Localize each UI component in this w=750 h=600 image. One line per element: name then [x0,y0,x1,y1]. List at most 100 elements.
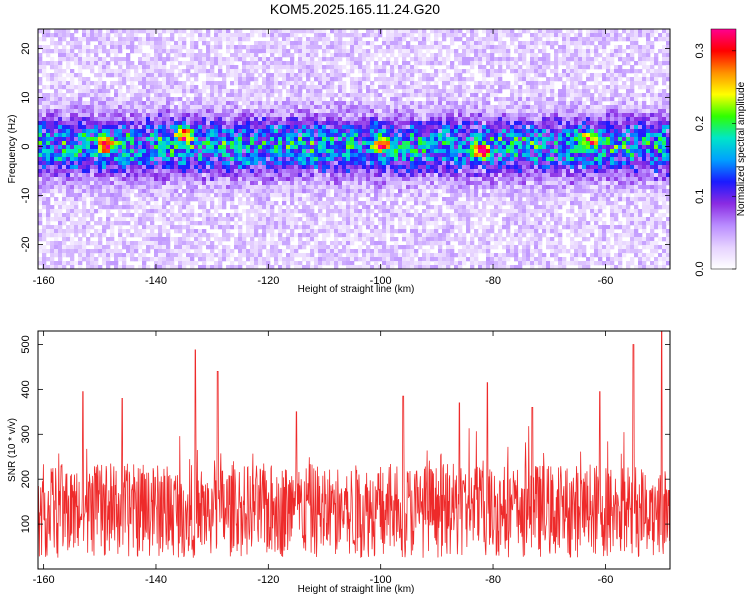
heatmap-cell [586,77,591,82]
heatmap-cell [50,33,55,38]
heatmap-cell [406,153,411,158]
heatmap-cell [654,149,659,154]
heatmap-cell [170,161,175,166]
heatmap-cell [66,89,71,94]
heatmap-cell [42,69,47,74]
heatmap-cell [634,125,639,130]
heatmap-cell [614,29,619,34]
heatmap-cell [390,137,395,142]
heatmap-cell [354,157,359,162]
heatmap-cell [474,45,479,50]
heatmap-cell [182,37,187,42]
heatmap-cell [322,85,327,90]
heatmap-cell [418,117,423,122]
heatmap-cell [326,157,331,162]
heatmap-cell [486,45,491,50]
heatmap-cell [238,109,243,114]
heatmap-cell [378,145,383,150]
heatmap-cell [390,161,395,166]
heatmap-cell [466,149,471,154]
heatmap-cell [218,33,223,38]
heatmap-cell [470,153,475,158]
heatmap-cell [78,49,83,54]
heatmap-cell [566,41,571,46]
heatmap-cell [662,141,667,146]
heatmap-cell [354,65,359,70]
heatmap-cell [90,69,95,74]
heatmap-cell [586,41,591,46]
heatmap-cell [658,101,663,106]
heatmap-cell [450,153,455,158]
heatmap-cell [318,137,323,142]
heatmap-cell [194,61,199,66]
heatmap-cell [378,101,383,106]
heatmap-cell [130,141,135,146]
heatmap-cell [282,113,287,118]
heatmap-cell [314,93,319,98]
heatmap-cell [418,89,423,94]
heatmap-cell [90,137,95,142]
heatmap-cell [126,129,131,134]
heatmap-cell [138,141,143,146]
heatmap-cell [518,157,523,162]
heatmap-cell [102,153,107,158]
heatmap-cell [334,113,339,118]
heatmap-cell [626,125,631,130]
heatmap-cell [282,117,287,122]
heatmap-cell [162,169,167,174]
heatmap-cell [450,157,455,162]
heatmap-cell [630,89,635,94]
heatmap-cell [326,121,331,126]
heatmap-cell [494,89,499,94]
heatmap-cell [346,73,351,78]
heatmap-cell [574,117,579,122]
heatmap-cell [418,45,423,50]
heatmap-cell [206,109,211,114]
heatmap-cell [606,137,611,142]
heatmap-cell [370,157,375,162]
heatmap-cell [286,121,291,126]
heatmap-cell [266,109,271,114]
heatmap-cell [114,33,119,38]
heatmap-cell [78,89,83,94]
heatmap-cell [166,145,171,150]
heatmap-cell [430,97,435,102]
heatmap-cell [362,137,367,142]
heatmap-cell [498,101,503,106]
heatmap-cell [622,97,627,102]
heatmap-cell [238,161,243,166]
heatmap-cell [342,65,347,70]
heatmap-cell [630,125,635,130]
heatmap-cell [566,53,571,58]
heatmap-cell [46,169,51,174]
heatmap-cell [94,89,99,94]
heatmap-cell [166,97,171,102]
heatmap-cell [374,153,379,158]
heatmap-cell [338,69,343,74]
heatmap-cell [422,29,427,34]
heatmap-cell [502,149,507,154]
heatmap-cell [170,69,175,74]
heatmap-cell [418,157,423,162]
heatmap-cell [46,121,51,126]
heatmap-cell [458,93,463,98]
heatmap-cell [650,149,655,154]
heatmap-cell [322,49,327,54]
heatmap-cell [518,117,523,122]
heatmap-cell [198,61,203,66]
heatmap-cell [210,69,215,74]
heatmap-cell [210,113,215,118]
heatmap-cell [258,93,263,98]
heatmap-cell [406,65,411,70]
heatmap-cell [186,73,191,78]
heatmap-cell [458,149,463,154]
heatmap-cell [258,125,263,130]
heatmap-cell [510,157,515,162]
heatmap-cell [282,29,287,34]
heatmap-cell [470,125,475,130]
heatmap-cell [658,165,663,170]
heatmap-cell [58,145,63,150]
heatmap-cell [586,53,591,58]
heatmap-cell [250,29,255,34]
heatmap-cell [318,121,323,126]
